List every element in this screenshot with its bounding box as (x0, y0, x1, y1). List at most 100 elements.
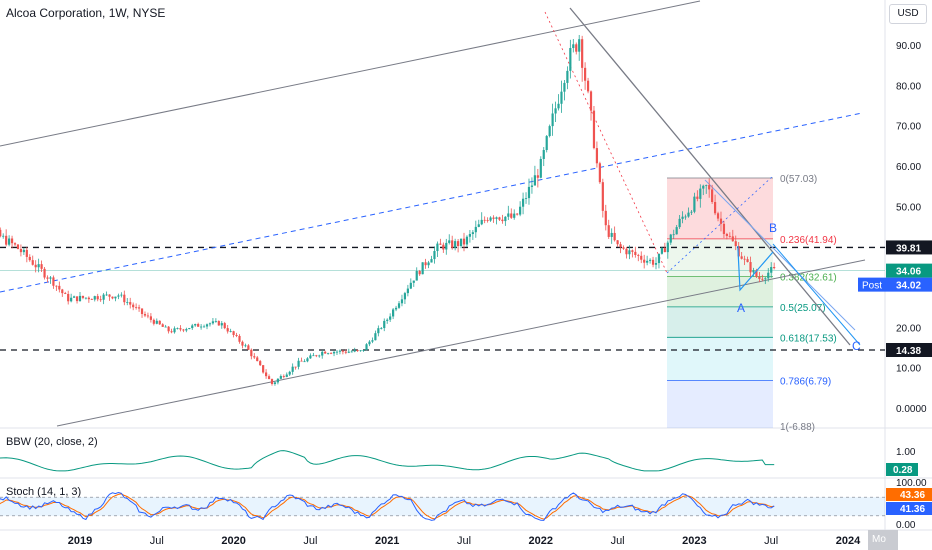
wave-label: B (769, 221, 777, 235)
candle-body (439, 243, 442, 245)
candle-body (78, 295, 82, 302)
time-axis-label: 2022 (529, 535, 553, 547)
candle-body (321, 351, 324, 356)
candle-body (34, 264, 37, 268)
candle-body (595, 148, 599, 164)
candle-body (716, 213, 720, 219)
candle-body (483, 219, 486, 221)
candle-body (185, 329, 188, 331)
candle-body (713, 201, 717, 214)
candle-body (504, 216, 507, 222)
candle-body (22, 249, 25, 253)
candle-body (211, 321, 215, 324)
price-tick-label: 60.00 (896, 162, 921, 173)
stoch-k-value: 41.36 (900, 504, 925, 515)
candle-body (31, 260, 34, 265)
candle-body (462, 238, 466, 245)
channel-lower-line (56, 259, 866, 427)
wave-label: C (852, 339, 861, 353)
fib-zone (667, 337, 773, 381)
fib-level-label: 0.382(32.61) (780, 272, 837, 283)
candle-body (380, 328, 383, 329)
candle-body (521, 198, 525, 207)
candle-body (430, 259, 433, 263)
candle-body (132, 304, 135, 308)
candle-body (276, 378, 280, 383)
candle-body (406, 288, 409, 294)
candle-body (238, 335, 241, 342)
candle-body (622, 247, 625, 249)
candle-body (8, 238, 11, 245)
candle-body (619, 244, 622, 248)
candle-body (123, 294, 126, 303)
candle-body (663, 248, 666, 253)
candle-body (256, 357, 259, 362)
candle-body (542, 150, 545, 159)
post-label-badge (858, 277, 886, 292)
downtrend-line (569, 7, 851, 346)
candle-body (586, 80, 590, 92)
candle-body (377, 328, 380, 334)
candle-body (40, 264, 43, 269)
candle-body (637, 254, 640, 256)
candle-body (202, 326, 206, 328)
candle-body (672, 234, 675, 236)
candle-body (347, 351, 350, 353)
candle-body (516, 213, 519, 215)
candle-body (362, 350, 365, 351)
last-price-badge-text: 34.06 (896, 267, 921, 278)
candle-body (43, 268, 46, 278)
candle-body (648, 259, 652, 261)
candle-body (666, 242, 669, 253)
candle-body (607, 225, 610, 237)
candle-body (454, 241, 457, 248)
candle-body (424, 262, 427, 266)
candle-body (309, 355, 312, 359)
candle-body (194, 324, 197, 326)
candle-body (152, 319, 155, 324)
fib-level-label: 0.618(17.53) (780, 333, 837, 344)
candle-body (191, 325, 194, 329)
candle-body (229, 331, 232, 333)
candle-body (111, 296, 114, 299)
candle-body (613, 232, 616, 241)
candle-body (743, 258, 746, 260)
bbw-tick-label: 1.00 (896, 447, 916, 458)
candle-body (235, 334, 238, 336)
candle-body (99, 299, 102, 301)
candle-body (486, 220, 489, 221)
candle-body (285, 374, 288, 377)
candle-body (589, 91, 593, 111)
price-tick-label: 10.00 (896, 364, 921, 375)
candle-body (740, 256, 743, 259)
currency-button[interactable]: USD (889, 4, 927, 24)
fib-level-label: 0.786(6.79) (780, 377, 831, 388)
candle-body (291, 366, 294, 372)
candle-body (616, 240, 619, 245)
candle-body (451, 240, 454, 248)
price-tick-label: 90.00 (896, 41, 921, 52)
candle-body (749, 262, 752, 273)
candle-body (684, 216, 687, 218)
candle-body (598, 163, 601, 183)
candle-body (324, 351, 327, 354)
candle-body (259, 361, 262, 366)
time-axis-label: Jul (764, 535, 778, 547)
candle-body (200, 326, 203, 328)
channel-mid-dashed-line (0, 112, 863, 293)
fib-trend-line (666, 175, 774, 274)
more-button[interactable]: Mo (868, 530, 898, 550)
candle-body (746, 259, 749, 263)
candle-body (669, 234, 672, 243)
chart-title: Alcoa Corporation, 1W, NYSE (6, 6, 166, 20)
candle-body (81, 295, 85, 298)
bbw-value-badge (886, 463, 918, 476)
candle-body (625, 248, 628, 255)
time-axis-label: 2019 (68, 535, 92, 547)
candle-body (725, 233, 728, 236)
candle-body (722, 223, 726, 234)
candle-body (208, 323, 212, 325)
post-value-badge (886, 277, 932, 292)
candle-body (651, 259, 655, 265)
